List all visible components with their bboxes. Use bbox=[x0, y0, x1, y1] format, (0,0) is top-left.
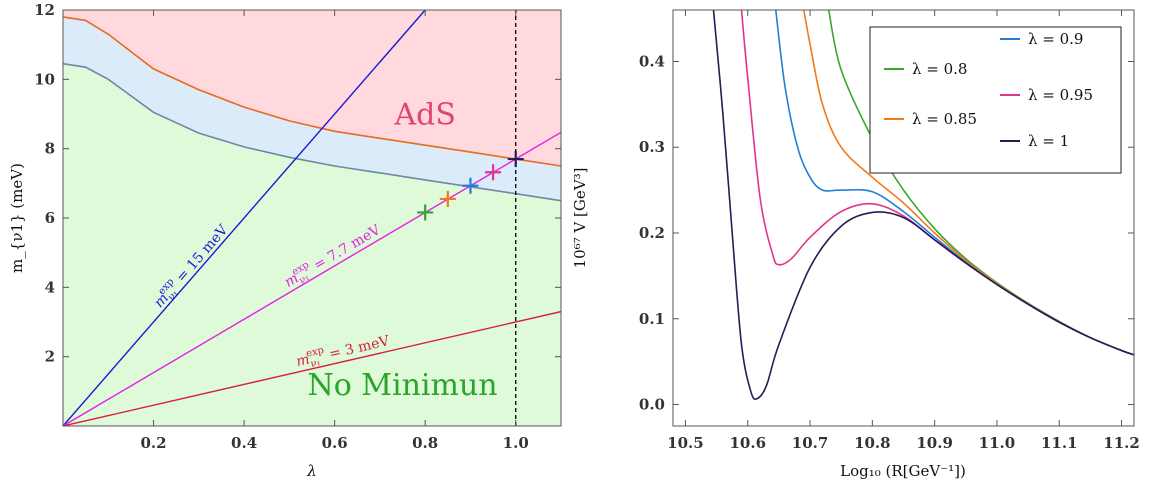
mass-line-2 bbox=[63, 310, 561, 426]
left-x-tick-label: 0.2 bbox=[140, 434, 166, 452]
series-line-4 bbox=[712, 10, 1134, 401]
legend-box bbox=[869, 26, 1122, 174]
marker-4 bbox=[507, 151, 524, 168]
left-x-tick-label: 0.8 bbox=[412, 434, 438, 452]
intermediate-region bbox=[63, 16, 561, 201]
marker-3 bbox=[485, 164, 502, 181]
left-y-axis-label: m_{ν1} (meV) bbox=[8, 163, 26, 273]
right-y-tick-label: 0.0 bbox=[639, 396, 665, 414]
left-x-axis-label: λ bbox=[306, 462, 317, 480]
mass-line-0 bbox=[63, 10, 426, 426]
legend-item-4: λ = 1 bbox=[1000, 132, 1069, 150]
right-plot-frame bbox=[672, 9, 1135, 427]
right-y-tick-label: 0.3 bbox=[639, 138, 665, 156]
mass-line-1 bbox=[63, 131, 561, 426]
no-minimum-region bbox=[63, 63, 561, 426]
left-y-tick-label: 10 bbox=[34, 70, 55, 88]
right-x-ticks: 10.5 10.6 10.7 10.8 10.9 11.0 11.1 11.2 bbox=[667, 10, 1140, 452]
right-x-tick-label: 10.7 bbox=[792, 434, 829, 452]
left-x-tick-label: 1.0 bbox=[503, 434, 529, 452]
legend-label: λ = 0.85 bbox=[912, 110, 977, 128]
legend-item-0: λ = 0.8 bbox=[884, 60, 967, 78]
left-x-ticks: 0.2 0.4 0.6 0.8 1.0 bbox=[140, 10, 529, 452]
legend-label: λ = 1 bbox=[1028, 132, 1069, 150]
ads-region bbox=[63, 10, 561, 166]
left-y-tick-label: 8 bbox=[45, 140, 55, 158]
left-y-ticks: 2 4 6 8 10 12 bbox=[34, 1, 561, 366]
right-x-tick-label: 11.1 bbox=[1041, 434, 1078, 452]
left-mass-lines bbox=[63, 10, 561, 426]
marker-2 bbox=[462, 177, 479, 194]
legend-label: λ = 0.8 bbox=[912, 60, 967, 78]
legend-label: λ = 0.9 bbox=[1028, 30, 1083, 48]
right-y-ticks: 0.0 0.1 0.2 0.3 0.4 bbox=[639, 52, 1134, 414]
legend-item-3: λ = 0.95 bbox=[1000, 86, 1093, 104]
left-markers bbox=[417, 151, 524, 221]
legend-item-2: λ = 0.9 bbox=[1000, 30, 1083, 48]
right-x-axis-label: Log₁₀ (R[GeV⁻¹]) bbox=[840, 462, 966, 480]
right-legend: λ = 0.8 λ = 0.85 λ = 0.9 λ = 0.95 λ = 1 bbox=[869, 26, 1122, 174]
left-regions bbox=[63, 10, 561, 426]
right-y-tick-label: 0.1 bbox=[639, 310, 665, 328]
right-y-tick-label: 0.4 bbox=[639, 52, 665, 70]
left-annotations: AdS No Minimun bbox=[307, 97, 497, 402]
left-x-tick-label: 0.6 bbox=[322, 434, 348, 452]
right-x-tick-label: 11.2 bbox=[1103, 434, 1140, 452]
left-y-tick-label: 12 bbox=[34, 1, 55, 19]
left-y-tick-label: 2 bbox=[45, 348, 55, 366]
left-x-tick-label: 0.4 bbox=[231, 434, 257, 452]
upper-boundary-curve bbox=[62, 16, 562, 167]
right-x-tick-label: 11.0 bbox=[979, 434, 1016, 452]
right-x-tick-label: 10.6 bbox=[729, 434, 766, 452]
right-y-axis-label: 10⁶⁷ V [GeV³] bbox=[571, 168, 589, 269]
right-x-tick-label: 10.5 bbox=[667, 434, 704, 452]
no-minimum-label: No Minimun bbox=[307, 368, 497, 403]
marker-0 bbox=[417, 204, 434, 221]
right-chart: 10.5 10.6 10.7 10.8 10.9 11.0 11.1 11.2 0.00.10… bbox=[571, 9, 1140, 480]
right-x-tick-label: 10.9 bbox=[916, 434, 953, 452]
legend-label: λ = 0.95 bbox=[1028, 86, 1093, 104]
right-x-tick-label: 10.8 bbox=[854, 434, 891, 452]
left-y-tick-label: 4 bbox=[45, 278, 55, 296]
ads-label: AdS bbox=[393, 97, 455, 132]
right-series bbox=[712, 10, 1134, 401]
legend-item-1: λ = 0.85 bbox=[884, 110, 977, 128]
marker-1 bbox=[439, 190, 456, 207]
left-y-tick-label: 6 bbox=[45, 209, 55, 227]
right-y-tick-label: 0.2 bbox=[639, 224, 665, 242]
